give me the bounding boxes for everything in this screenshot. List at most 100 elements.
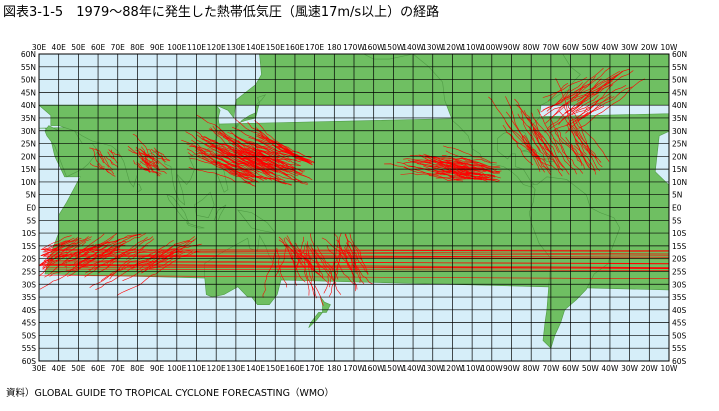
latitude-label: 10N [21, 178, 36, 187]
cyclone-track [95, 253, 164, 290]
cyclone-track [96, 152, 110, 168]
cyclone-track [517, 113, 546, 161]
cyclone-track [272, 141, 308, 160]
cyclone-track [40, 239, 669, 268]
latitude-labels-right: 60N 55N 50N 45N 40N 35N 30N 25N 20N 15N 10N 5N E0 5S 1… [672, 50, 687, 366]
longitude-label: 110E [187, 364, 206, 373]
cyclone-track [95, 148, 105, 163]
cyclone-track [336, 252, 341, 276]
longitude-label: 160W [363, 43, 385, 52]
longitude-label: 30E [32, 43, 47, 52]
cyclone-track [549, 112, 589, 134]
cyclone-track [254, 120, 306, 160]
cyclone-track [438, 161, 501, 179]
longitude-label: 170W [343, 43, 365, 52]
cyclone-track [148, 250, 191, 265]
latitude-label: 40N [21, 101, 36, 110]
latitude-label: 40S [22, 306, 37, 315]
cyclone-track [531, 112, 570, 175]
cyclone-track [97, 233, 146, 258]
cyclone-track [128, 149, 149, 164]
latitude-label: 55S [22, 344, 37, 353]
landmass-nz-north [320, 296, 331, 313]
longitude-label: 120W [442, 364, 464, 373]
latitude-label: 20S [22, 255, 37, 264]
longitude-label: 40E [52, 43, 67, 52]
cyclone-track [248, 137, 312, 158]
cyclone-track [269, 171, 308, 184]
cyclone-track [353, 243, 369, 275]
latitude-label: 20S [672, 255, 687, 264]
landmass-japan [235, 94, 267, 129]
longitude-label: 60E [91, 364, 106, 373]
cyclone-track [550, 67, 604, 119]
cyclone-track [304, 243, 310, 296]
latitude-label: 50S [22, 331, 37, 340]
cyclone-track [69, 252, 132, 272]
latitude-label: 60N [21, 50, 36, 59]
longitude-label: 10W [661, 364, 679, 373]
cyclone-track [42, 240, 669, 252]
cyclone-track [455, 157, 491, 163]
cyclone-track [248, 141, 300, 166]
longitude-label: 90E [150, 364, 165, 373]
cyclone-track [440, 157, 473, 162]
longitude-label: 140E [246, 43, 265, 52]
cyclone-track [310, 243, 324, 279]
cyclone-track [574, 86, 633, 122]
cyclone-track [85, 244, 126, 274]
longitude-label: 160E [285, 364, 304, 373]
longitude-label: 80E [130, 364, 145, 373]
longitude-label: 170E [305, 364, 324, 373]
cyclone-track [505, 111, 538, 159]
latitude-label: 20N [672, 152, 687, 161]
longitude-label: 50E [71, 364, 86, 373]
cyclone-track [345, 234, 358, 290]
cyclone-track [90, 162, 104, 170]
cyclone-track [307, 243, 320, 274]
cyclone-track [187, 152, 267, 180]
longitude-label: 130E [226, 43, 245, 52]
cyclone-track [251, 162, 292, 185]
cyclone-track [552, 138, 584, 174]
cyclone-track [239, 138, 313, 165]
cyclone-track [427, 156, 476, 172]
cyclone-track [86, 240, 127, 262]
cyclone-track [308, 251, 316, 299]
cyclone-track [555, 129, 572, 167]
longitude-label: 70E [111, 364, 126, 373]
cyclone-track [546, 83, 590, 112]
cyclone-track [276, 159, 305, 172]
longitude-label: 130W [422, 43, 444, 52]
cyclone-track [225, 156, 264, 182]
cyclone-track [278, 236, 295, 262]
longitude-label: 60E [91, 43, 106, 52]
cyclone-track [542, 85, 586, 111]
cyclone-track [251, 160, 301, 170]
latitude-label: 35N [21, 114, 36, 123]
cyclone-track [276, 247, 288, 288]
cyclone-track [213, 161, 259, 182]
longitude-label: 150E [266, 364, 285, 373]
cyclone-track [400, 173, 483, 181]
cyclone-track [457, 171, 500, 183]
latitude-label: 30S [22, 280, 37, 289]
longitude-label: 170W [343, 364, 365, 373]
cyclone-track [141, 250, 201, 273]
cyclone-track [326, 245, 355, 285]
longitude-label: 170E [305, 43, 324, 52]
cyclone-track [147, 149, 170, 162]
longitude-label: 40E [52, 364, 67, 373]
cyclone-track [63, 233, 118, 262]
cyclone-track [132, 133, 152, 158]
cyclone-track [74, 233, 142, 265]
figure-title: 図表3-1-5 1979〜88年に発生した熱帯低気圧（風速17m/s以上）の経路 [3, 5, 440, 20]
cyclone-track [135, 149, 154, 171]
cyclone-track [151, 148, 167, 163]
cyclone-track [76, 234, 138, 263]
latitude-label: 30N [672, 127, 687, 136]
figure-source-note: 資料）GLOBAL GUIDE TO TROPICAL CYCLONE FORE… [6, 388, 335, 399]
latitude-label: 25N [672, 140, 687, 149]
